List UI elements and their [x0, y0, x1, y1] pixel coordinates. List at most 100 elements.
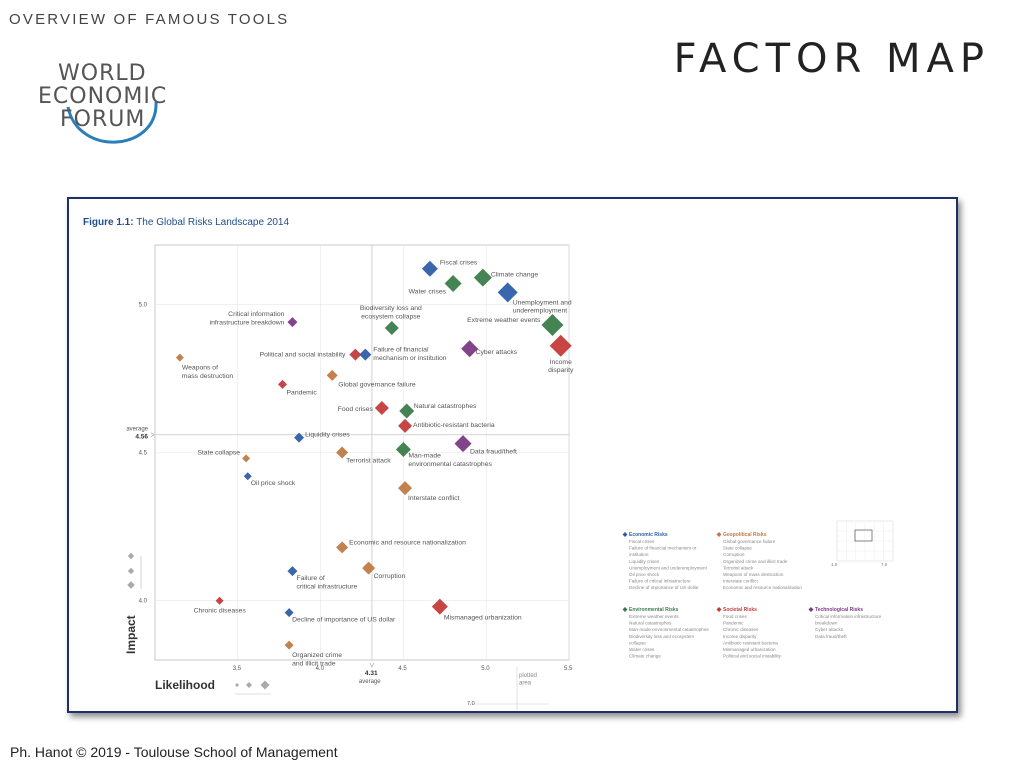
risk-point-9: [349, 348, 362, 361]
legend-item-economic-2: institution: [629, 552, 649, 557]
y-average-label: average: [126, 427, 148, 433]
risk-point-5: [549, 334, 572, 357]
page-title: FACTOR MAP: [673, 36, 990, 82]
legend-item-societal-2: Chronic diseases: [723, 627, 759, 632]
risk-point-13: [278, 379, 288, 389]
risk-label-30: Organized crime and illicit trade: [292, 652, 342, 667]
risk-label-2: Water crises: [409, 289, 447, 296]
legend-item-environmental-0: Extreme weather events: [629, 614, 679, 619]
risk-label-10: Failure of financial mechanism or institu…: [373, 347, 447, 362]
section-kicker: OVERVIEW OF FAMOUS TOOLS: [9, 11, 290, 28]
risk-label-3: Unemployment and underemployment: [513, 299, 572, 314]
legend-item-geopolitical-2: Corruption: [723, 552, 745, 557]
legend-marker-societal: [716, 607, 722, 612]
impact-size-marker-1: [127, 567, 135, 575]
figure-panel: Figure 1.1: The Global Risks Landscape 2…: [67, 197, 958, 713]
likelihood-size-marker-1: [246, 682, 252, 688]
risk-label-25: Failure of critical infrastructure: [296, 575, 357, 590]
risk-label-12: Global governance failure: [338, 381, 416, 388]
y-tick-label-1: 4.5: [139, 451, 148, 457]
legend-title-societal: Societal Risks: [723, 607, 757, 613]
risk-point-16: [398, 418, 413, 433]
risk-point-27: [215, 596, 224, 605]
likelihood-size-marker-2: [260, 680, 270, 690]
legend-title-environmental: Environmental Risks: [629, 607, 679, 613]
y-axis-title: Impact: [124, 615, 138, 654]
risk-point-1: [473, 268, 492, 287]
legend-item-technological-1: breakdown: [815, 621, 838, 626]
legend-item-environmental-5: Water crises: [629, 647, 655, 652]
impact-size-marker-2: [127, 581, 135, 589]
legend-title-geopolitical: Geopolitical Risks: [723, 532, 767, 538]
risk-label-29: Decline of importance of US dollar: [292, 617, 396, 624]
legend-marker-geopolitical: [716, 532, 722, 537]
footer-credit: Ph. Hanot © 2019 - Toulouse School of Ma…: [10, 744, 338, 760]
risk-point-23: [398, 481, 413, 496]
legend-item-economic-3: Liquidity crises: [629, 559, 660, 564]
risk-point-29: [284, 608, 294, 618]
risk-label-6: Critical information infrastructure break…: [210, 311, 285, 326]
legend-item-geopolitical-7: Economic and resource nationalization: [723, 585, 802, 590]
x-average-marker: [369, 662, 375, 668]
risk-point-18: [454, 435, 472, 453]
risk-label-24: Economic and resource nationalization: [349, 539, 466, 546]
legend-item-technological-0: Critical information infrastructure: [815, 614, 882, 619]
legend-item-societal-4: Antibiotic resistant bacteria: [723, 640, 778, 645]
legend-marker-environmental: [622, 607, 628, 612]
risk-point-28: [431, 598, 448, 615]
legend-item-geopolitical-6: Interstate conflict: [723, 579, 758, 584]
risk-label-20: Terrorist attack: [346, 458, 391, 465]
risk-label-26: Corruption: [374, 573, 406, 580]
risk-point-12: [326, 369, 338, 381]
risk-point-4: [541, 314, 564, 337]
risk-label-21: State collapse: [197, 449, 240, 456]
risk-label-23: Interstate conflict: [408, 495, 459, 502]
x-average-label: average: [359, 679, 381, 685]
risk-point-2: [444, 275, 462, 293]
risk-label-0: Fiscal crises: [440, 260, 478, 267]
legend-item-geopolitical-0: Global governance failure: [723, 539, 776, 544]
figure-caption: The Global Risks Landscape 2014: [136, 217, 290, 228]
risk-point-10: [359, 348, 372, 361]
logo-line-2: ECONOMIC: [38, 84, 168, 109]
risk-point-24: [336, 541, 349, 554]
mini-plot-tick-0: 1.0: [831, 562, 838, 567]
risk-point-26: [362, 561, 376, 575]
logo-line-3: FORUM: [60, 107, 146, 132]
legend-item-geopolitical-1: State collapse: [723, 546, 752, 551]
legend-item-environmental-1: Natural catastrophes: [629, 621, 672, 626]
risk-point-20: [336, 446, 349, 459]
risk-label-14: Food crises: [338, 406, 374, 413]
risk-point-0: [421, 260, 438, 277]
risk-point-6: [287, 317, 298, 328]
logo-line-1: WORLD: [58, 61, 147, 86]
legend-title-economic: Economic Risks: [629, 532, 668, 538]
legend-item-geopolitical-4: Terrorist attack: [723, 565, 754, 570]
mini-plot-tick-1: 7.0: [881, 562, 888, 567]
risk-point-25: [287, 566, 298, 577]
legend-item-environmental-4: collapse: [629, 640, 646, 645]
risk-point-22: [243, 472, 252, 481]
legend-item-environmental-6: Climate change: [629, 654, 661, 659]
risk-point-8: [461, 340, 479, 358]
legend-title-technological: Technological Risks: [815, 607, 863, 613]
legend-item-economic-7: Decline of importance of US dollar: [629, 585, 699, 590]
risk-label-17: Liquidity crises: [305, 432, 350, 439]
legend-item-economic-0: Fiscal crises: [629, 539, 655, 544]
figure-label: Figure 1.1:: [83, 217, 134, 228]
x-tick-label-2: 4.5: [398, 666, 407, 672]
risk-label-28: Mismanaged urbanization: [444, 615, 522, 622]
wef-logo: WORLD ECONOMIC FORUM: [38, 62, 178, 154]
legend-item-societal-0: Food crises: [723, 614, 747, 619]
mini-plot-highlight: [854, 529, 873, 542]
legend-marker-technological: [808, 607, 814, 612]
risk-label-11: Weapons of mass destruction: [182, 365, 234, 380]
risk-point-11: [175, 353, 184, 362]
legend-item-technological-3: Data fraud/theft: [815, 634, 847, 639]
risk-point-14: [374, 401, 389, 416]
risk-label-19: Man-made environmental catastrophes: [408, 453, 492, 468]
legend-item-geopolitical-5: Weapons of mass destruction: [723, 572, 784, 577]
risk-point-3: [497, 282, 518, 303]
legend-item-environmental-3: Biodiversity loss and ecosystem: [629, 634, 694, 639]
